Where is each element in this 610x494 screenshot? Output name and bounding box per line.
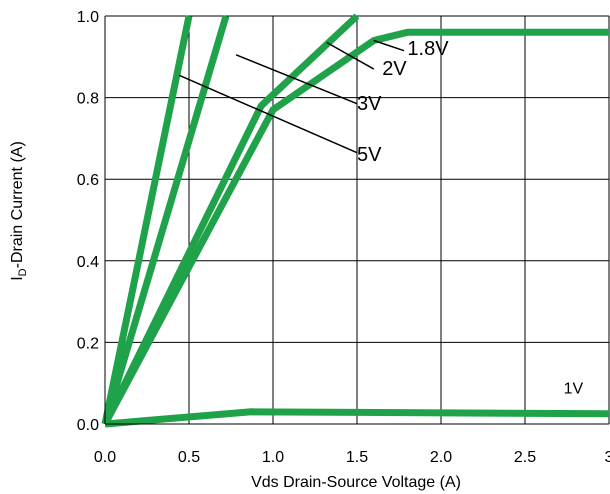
annotation-label-5V: 5V (357, 144, 382, 166)
y-axis-label-sub: D (17, 268, 29, 276)
x-tick-label: 2.5 (514, 449, 536, 466)
annotation-label-1V: 1V (564, 380, 584, 397)
annotation-leader-3V (235, 54, 358, 105)
x-tick-label: 0.0 (94, 449, 116, 466)
x-tick-label: 3 (605, 449, 610, 466)
y-tick-label: 0.2 (77, 335, 99, 352)
annotation-label-2V: 2V (382, 58, 407, 80)
x-axis-label: Vds Drain-Source Voltage (A) (251, 474, 461, 491)
y-axis-label: ID-Drain Current (A) (9, 141, 29, 281)
x-tick-label: 1.0 (262, 449, 284, 466)
x-tick-label: 1.5 (346, 449, 368, 466)
grid (105, 15, 610, 424)
series-line-2V (101, 13, 360, 426)
series-line-1V (104, 408, 610, 428)
y-tick-label: 1.0 (77, 9, 99, 26)
axes (104, 16, 609, 425)
y-tick-label: 0.4 (77, 254, 99, 271)
annotation-label-3V: 3V (357, 93, 382, 115)
annotation-label-1.8V: 1.8V (407, 38, 449, 60)
tick-labels: 0.0 0.5 1.0 1.5 2.0 2.5 3 0.0 0.2 0.4 0.6 0.8 1.0 (77, 9, 610, 466)
y-tick-label: 0.8 (77, 91, 99, 108)
annotation-leader-2V (326, 41, 375, 70)
x-tick-label: 0.5 (178, 449, 200, 466)
annotation-leader-1.8V (373, 39, 405, 52)
series-line-5V (101, 15, 193, 425)
x-tick-label: 2.0 (430, 449, 452, 466)
y-axis-label-main: I (9, 276, 26, 280)
y-tick-label: 0.6 (77, 172, 99, 189)
series-line-3V (101, 15, 230, 425)
y-tick-label: 0.0 (77, 417, 99, 434)
annotation-leader-5V (178, 74, 358, 154)
y-axis-label-rest: -Drain Current (A) (9, 141, 26, 268)
